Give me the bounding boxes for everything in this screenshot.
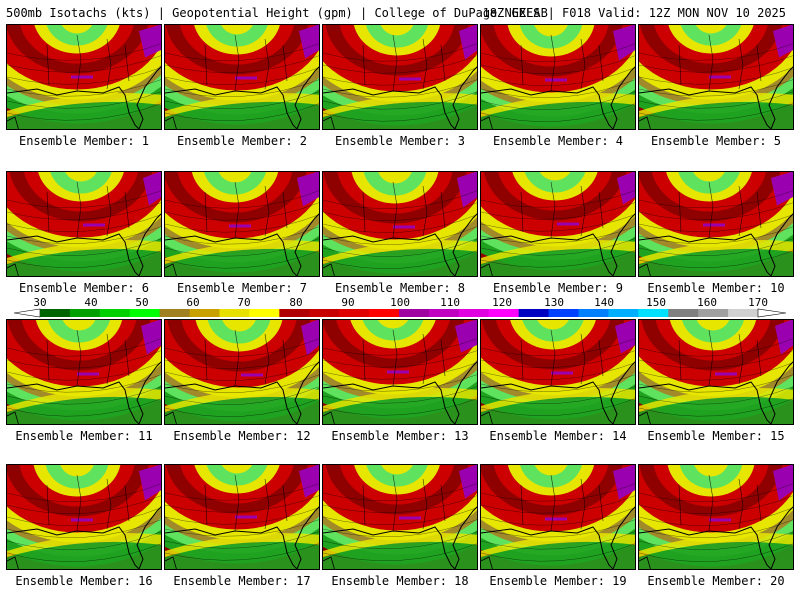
scale-right-arrow [757,308,787,318]
ensemble-member-label: Ensemble Member: 4 [492,134,624,148]
scale-tick-label: 150 [646,296,666,309]
scale-tick-label: 90 [341,296,355,309]
scale-color-swatch [189,309,220,317]
scale-color-swatch [309,309,340,317]
ensemble-map-panel [164,171,320,277]
scale-tick-label: 170 [748,296,768,309]
ensemble-map-panel [164,464,320,570]
scale-color-swatch [369,309,400,317]
scale-color-swatch [548,309,579,317]
scale-color-bar [13,308,787,318]
scale-color-swatch [279,309,310,317]
scale-color-swatch [728,309,759,317]
ensemble-map-panel [322,319,478,425]
ensemble-map-panel [480,171,636,277]
scale-tick-label: 50 [135,296,149,309]
scale-color-swatch [518,309,550,317]
scale-tick-label: 70 [237,296,251,309]
ensemble-map-panel [480,319,636,425]
ensemble-member-label: Ensemble Member: 12 [173,429,311,443]
map-header: 500mb Isotachs (kts) | Geopotential Heig… [0,0,800,22]
ensemble-map-panel [638,464,794,570]
ensemble-map-panel [638,24,794,130]
ensemble-member-label: Ensemble Member: 11 [15,429,153,443]
scale-tick-label: 160 [697,296,717,309]
scale-tick-label: 100 [390,296,410,309]
ensemble-map-panel [6,319,162,425]
ensemble-member-label: Ensemble Member: 2 [176,134,308,148]
ensemble-map-panel [322,171,478,277]
ensemble-member-label: Ensemble Member: 6 [18,281,150,295]
ensemble-member-label: Ensemble Member: 16 [15,574,153,588]
scale-color-swatch [339,309,370,317]
scale-tick-label: 130 [544,296,564,309]
scale-color-swatch [458,309,490,317]
scale-tick-label: 110 [440,296,460,309]
scale-color-swatch [69,309,101,317]
ensemble-map-panel [164,319,320,425]
scale-color-swatch [698,309,729,317]
ensemble-member-label: Ensemble Member: 9 [492,281,624,295]
ensemble-map-panel [638,171,794,277]
ensemble-member-label: Ensemble Member: 18 [331,574,469,588]
scale-tick-label: 140 [594,296,614,309]
ensemble-map-panel [164,24,320,130]
scale-color-swatch [668,309,699,317]
scale-color-swatch [608,309,639,317]
ensemble-map-panel [638,319,794,425]
ensemble-map-panel [6,24,162,130]
ensemble-map-panel [480,24,636,130]
scale-tick-label: 120 [492,296,512,309]
header-title: 500mb Isotachs (kts) | Geopotential Heig… [6,6,548,20]
scale-tick-label: 60 [186,296,200,309]
scale-color-swatch [99,309,131,317]
scale-color-swatch [578,309,609,317]
ensemble-member-label: Ensemble Member: 10 [647,281,785,295]
isotach-color-scale: 30 40 50 60 70 80 90 100 110 120 130 140 150 160 170 [0,296,800,320]
header-valid-time: 18Z GEFS | F018 Valid: 12Z MON NOV 10 20… [482,6,786,20]
ensemble-member-label: Ensemble Member: 7 [176,281,308,295]
scale-left-arrow [13,308,41,318]
ensemble-member-label: Ensemble Member: 13 [331,429,469,443]
ensemble-map-panel [480,464,636,570]
ensemble-member-label: Ensemble Member: 19 [489,574,627,588]
scale-color-swatch [159,309,191,317]
scale-color-swatch [219,309,250,317]
ensemble-member-label: Ensemble Member: 5 [650,134,782,148]
ensemble-member-label: Ensemble Member: 14 [489,429,627,443]
ensemble-map-panel [322,464,478,570]
ensemble-member-label: Ensemble Member: 15 [647,429,785,443]
ensemble-map-panel [322,24,478,130]
scale-color-swatch [249,309,280,317]
ensemble-map-panel [6,171,162,277]
scale-color-swatch [428,309,460,317]
scale-tick-label: 30 [33,296,47,309]
scale-color-swatch [638,309,669,317]
scale-tick-label: 80 [289,296,303,309]
ensemble-member-label: Ensemble Member: 1 [18,134,150,148]
ensemble-member-label: Ensemble Member: 3 [334,134,466,148]
scale-color-swatch [40,309,71,317]
scale-color-swatch [399,309,430,317]
ensemble-map-panel [6,464,162,570]
ensemble-member-label: Ensemble Member: 20 [647,574,785,588]
scale-tick-label: 40 [84,296,98,309]
ensemble-member-label: Ensemble Member: 8 [334,281,466,295]
ensemble-member-label: Ensemble Member: 17 [173,574,311,588]
scale-color-swatch [129,309,161,317]
scale-color-swatch [488,309,520,317]
